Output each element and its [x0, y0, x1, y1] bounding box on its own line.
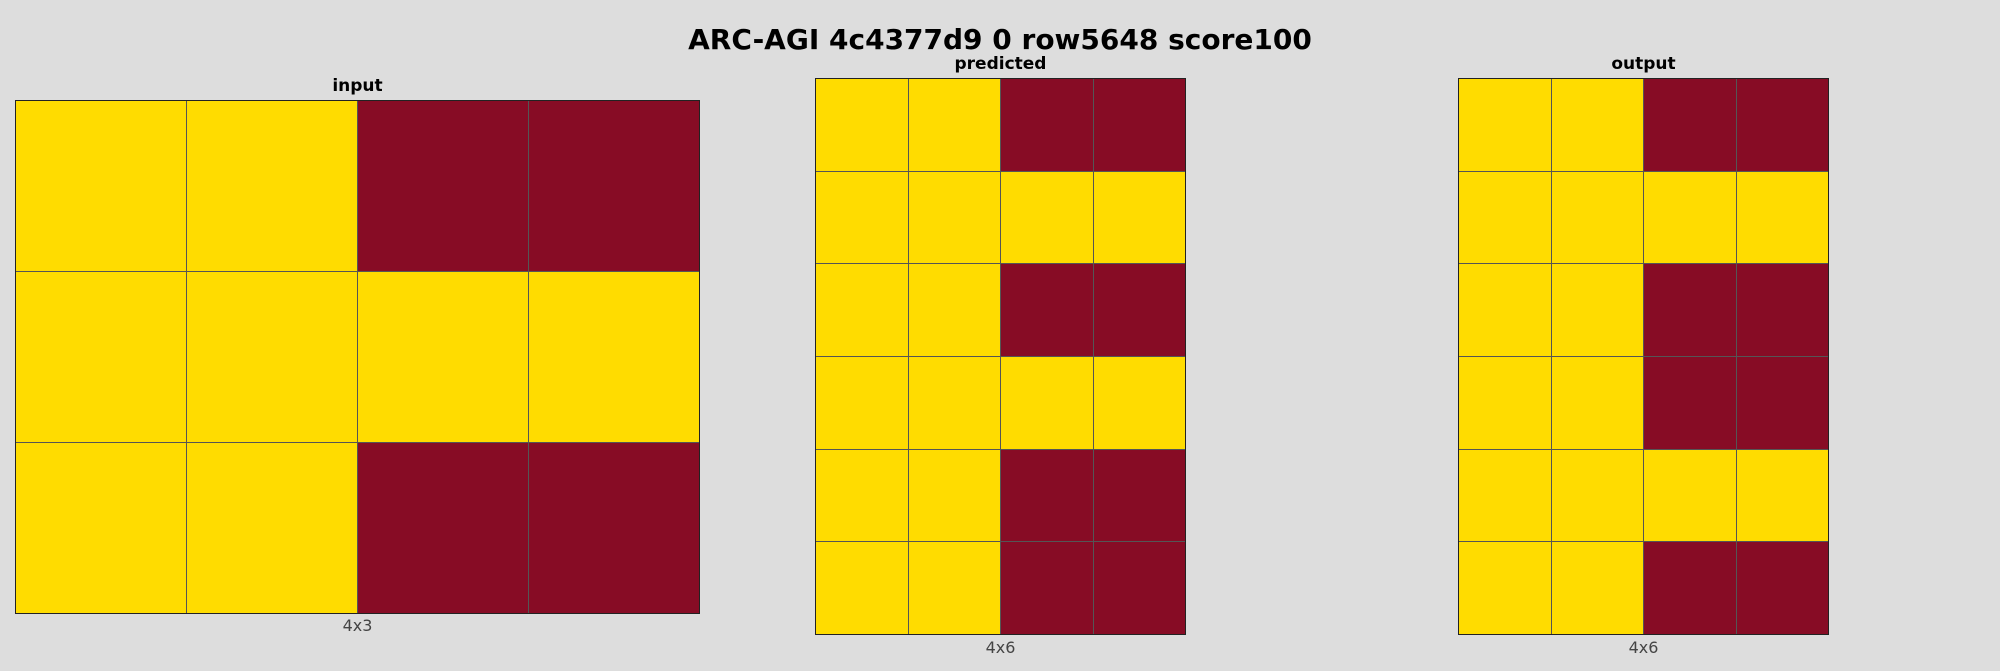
predicted-cell-r5-c1 [908, 542, 1000, 634]
predicted-panel-title: predicted [954, 54, 1047, 74]
predicted-cell-r3-c2 [1001, 356, 1093, 449]
output-cell-r5-c2 [1644, 542, 1736, 634]
output-cell-r1-c1 [1551, 171, 1643, 264]
output-cell-r3-c0 [1459, 356, 1551, 449]
output-cell-r2-c0 [1459, 264, 1551, 356]
predicted-cell-r0-c3 [1093, 79, 1185, 171]
page-title: ARC-AGI 4c4377d9 0 row5648 score100 [688, 23, 1312, 56]
output-cell-r2-c3 [1736, 264, 1828, 356]
output-cell-r4-c1 [1551, 449, 1643, 542]
predicted-cell-r4-c0 [816, 449, 908, 542]
input-panel: input 4x3 [15, 76, 700, 640]
output-cell-r2-c1 [1551, 264, 1643, 356]
predicted-cell-r2-c3 [1093, 264, 1185, 356]
predicted-cell-r3-c0 [816, 356, 908, 449]
predicted-grid [815, 78, 1186, 635]
input-cell-r0-c2 [358, 101, 528, 271]
output-cell-r0-c1 [1551, 79, 1643, 171]
predicted-cell-r1-c0 [816, 171, 908, 264]
predicted-cell-r0-c1 [908, 79, 1000, 171]
predicted-cell-r0-c0 [816, 79, 908, 171]
output-cell-r3-c3 [1736, 356, 1828, 449]
predicted-cell-r2-c0 [816, 264, 908, 356]
output-cell-r3-c2 [1644, 356, 1736, 449]
predicted-cell-r4-c2 [1001, 449, 1093, 542]
output-cell-r3-c1 [1551, 356, 1643, 449]
predicted-cell-r1-c1 [908, 171, 1000, 264]
input-cell-r0-c1 [187, 101, 357, 271]
predicted-cell-r3-c3 [1093, 356, 1185, 449]
predicted-cell-r3-c1 [908, 356, 1000, 449]
output-cell-r2-c2 [1644, 264, 1736, 356]
input-cell-r2-c1 [187, 443, 357, 613]
input-cell-r1-c2 [358, 272, 528, 442]
input-cell-r0-c0 [16, 101, 186, 271]
output-cell-r4-c2 [1644, 449, 1736, 542]
output-cell-r1-c2 [1644, 171, 1736, 264]
predicted-cell-r1-c3 [1093, 171, 1185, 264]
predicted-cell-r4-c3 [1093, 449, 1185, 542]
output-cell-r1-c3 [1736, 171, 1828, 264]
input-cell-r0-c3 [529, 101, 699, 271]
predicted-cell-r2-c2 [1001, 264, 1093, 356]
predicted-cell-r5-c0 [816, 542, 908, 634]
output-panel-title: output [1611, 54, 1676, 74]
input-cell-r1-c1 [187, 272, 357, 442]
input-cell-r2-c2 [358, 443, 528, 613]
output-grid [1458, 78, 1829, 635]
output-cell-r5-c0 [1459, 542, 1551, 634]
input-panel-title: input [332, 76, 383, 96]
output-cell-r5-c1 [1551, 542, 1643, 634]
predicted-cell-r5-c3 [1093, 542, 1185, 634]
predicted-cell-r2-c1 [908, 264, 1000, 356]
input-grid [15, 100, 700, 614]
predicted-cell-r4-c1 [908, 449, 1000, 542]
output-cell-r0-c2 [1644, 79, 1736, 171]
input-cell-r2-c0 [16, 443, 186, 613]
predicted-cell-r0-c2 [1001, 79, 1093, 171]
output-panel: output 4x6 [1458, 54, 1829, 664]
predicted-cell-r5-c2 [1001, 542, 1093, 634]
output-cell-r0-c0 [1459, 79, 1551, 171]
input-cell-r1-c0 [16, 272, 186, 442]
input-cell-r2-c3 [529, 443, 699, 613]
input-cell-r1-c3 [529, 272, 699, 442]
output-grid-size: 4x6 [1628, 638, 1659, 657]
output-cell-r1-c0 [1459, 171, 1551, 264]
predicted-grid-size: 4x6 [985, 638, 1016, 657]
output-cell-r4-c0 [1459, 449, 1551, 542]
input-grid-size: 4x3 [342, 616, 373, 635]
output-cell-r0-c3 [1736, 79, 1828, 171]
predicted-cell-r1-c2 [1001, 171, 1093, 264]
output-cell-r5-c3 [1736, 542, 1828, 634]
output-cell-r4-c3 [1736, 449, 1828, 542]
predicted-panel: predicted 4x6 [815, 54, 1186, 664]
